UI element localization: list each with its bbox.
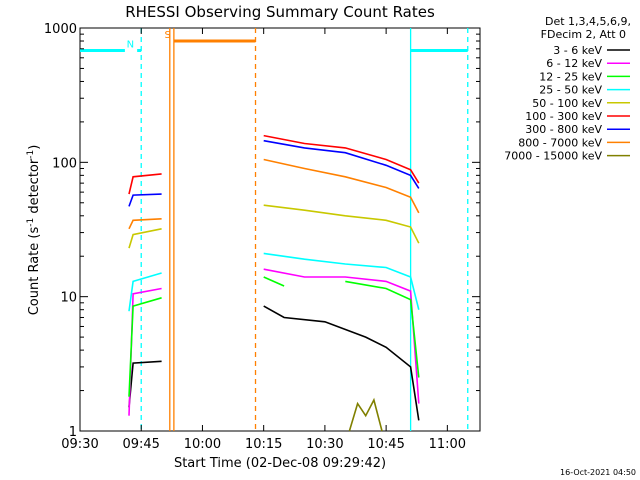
series-line-8 (348, 397, 383, 432)
x-tick-label-0: 09:30 (61, 437, 98, 452)
series-line-4 (129, 205, 468, 248)
x-tick-label-6: 11:00 (429, 437, 466, 452)
vertical-markers (140, 28, 469, 431)
series-line-1 (129, 269, 468, 416)
legend-label-1: 6 - 12 keV (546, 57, 602, 70)
y-tick-label-0: 1 (69, 425, 77, 440)
legend-label-4: 50 - 100 keV (532, 97, 602, 110)
x-tick-label-3: 10:15 (245, 437, 282, 452)
flag-bars: NS (80, 30, 468, 52)
x-tick-label-5: 10:45 (367, 437, 404, 452)
legend-label-3: 25 - 50 keV (539, 84, 602, 97)
legend: Det 1,3,4,5,6,9, FDecim 2, Att 0 3 - 6 k… (504, 15, 631, 163)
flag-bar-label-2: S (165, 30, 171, 41)
x-axis-ticks: 09:30 09:45 10:00 10:15 10:30 10:45 11:00 (61, 28, 466, 452)
legend-label-7: 800 - 7000 keV (518, 136, 602, 149)
y-tick-label-2: 100 (52, 156, 77, 171)
legend-header-line-2: FDecim 2, Att 0 (541, 28, 626, 41)
y-axis-label: Count Rate (s-1 detector-1) (26, 145, 42, 316)
series-line-3 (129, 253, 468, 311)
x-tick-label-2: 10:00 (184, 437, 221, 452)
legend-label-8: 7000 - 15000 keV (504, 150, 602, 163)
series-lines (129, 136, 468, 432)
y-tick-label-1: 10 (60, 291, 77, 306)
y-axis-label-mid: detector (27, 158, 42, 218)
legend-label-0: 3 - 6 keV (553, 44, 602, 57)
legend-label-6: 300 - 800 keV (525, 123, 602, 136)
y-axis-label-end: ) (27, 145, 42, 150)
timestamp: 16-Oct-2021 04:50 (560, 468, 636, 477)
y-axis-label-sup1: -1 (26, 218, 36, 227)
x-axis-label: Start Time (02-Dec-08 09:29:42) (174, 456, 386, 471)
y-axis-label-start: Count Rate (s (27, 227, 42, 316)
x-tick-label-1: 09:45 (122, 437, 159, 452)
series-line-6 (129, 141, 468, 207)
legend-label-5: 100 - 300 keV (525, 110, 602, 123)
legend-label-2: 12 - 25 keV (539, 70, 602, 83)
y-axis-label-sup2: -1 (26, 150, 36, 159)
chart-title: RHESSI Observing Summary Count Rates (125, 3, 435, 21)
plot-area: NS 09:30 09:45 10:00 10:15 10:30 10:45 11:00 1… (44, 22, 481, 452)
plot-frame (79, 27, 481, 432)
series-line-7 (129, 160, 468, 229)
flag-bar-label-1: N (127, 39, 134, 50)
y-tick-label-3: 1000 (44, 22, 77, 37)
x-tick-label-4: 10:30 (306, 437, 343, 452)
legend-header-line-1: Det 1,3,4,5,6,9, (545, 15, 631, 28)
y-axis-ticks: 1 10 100 1000 (44, 22, 480, 440)
